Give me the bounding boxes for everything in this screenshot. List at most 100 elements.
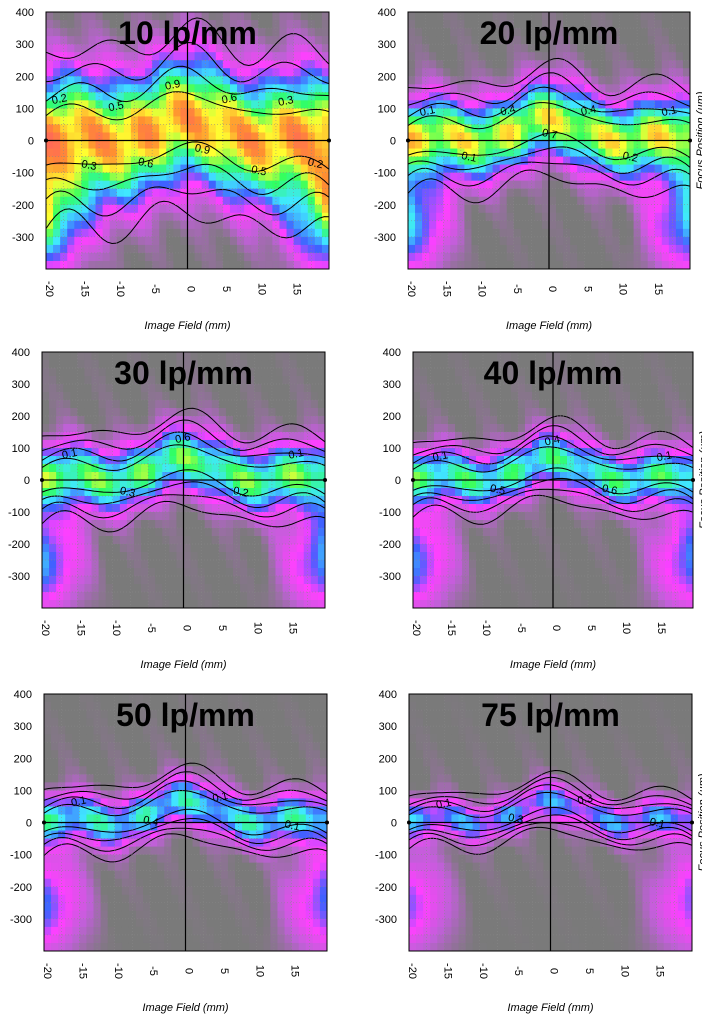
heatmap-cell bbox=[317, 408, 325, 417]
heatmap-cell bbox=[152, 204, 160, 214]
heatmap-cell bbox=[98, 352, 107, 361]
heatmap-cell bbox=[152, 36, 160, 45]
heatmap-cell bbox=[434, 584, 442, 593]
heatmap-cell bbox=[46, 244, 54, 254]
heatmap-cell bbox=[279, 132, 288, 142]
heatmap-cell bbox=[240, 592, 248, 601]
heatmap-cell bbox=[187, 236, 196, 246]
heatmap-cell bbox=[42, 352, 50, 361]
heatmap-cell bbox=[525, 368, 533, 377]
heatmap-cell bbox=[532, 528, 540, 537]
contour-label: 0.9 bbox=[194, 142, 211, 157]
heatmap-cell bbox=[469, 592, 477, 601]
heatmap-cell bbox=[148, 536, 156, 545]
heatmap-cell bbox=[81, 76, 90, 85]
heatmap-cell bbox=[609, 512, 617, 521]
heatmap-cell bbox=[619, 148, 628, 158]
heatmap-cell bbox=[497, 584, 505, 593]
heatmap-cell bbox=[244, 164, 252, 174]
heatmap-cell bbox=[251, 244, 259, 254]
heatmap-cell bbox=[112, 560, 121, 569]
heatmap-cell bbox=[119, 472, 128, 481]
heatmap-cell bbox=[244, 84, 252, 93]
heatmap-cell bbox=[49, 480, 57, 489]
heatmap-cell bbox=[123, 84, 132, 93]
heatmap-cell bbox=[229, 156, 238, 166]
heatmap-cell bbox=[598, 108, 606, 118]
heatmap-cell bbox=[464, 156, 473, 166]
heatmap-cell bbox=[532, 408, 540, 417]
heatmap-cell bbox=[450, 44, 458, 53]
heatmap-cell bbox=[98, 496, 107, 505]
heatmap-cell bbox=[183, 600, 192, 608]
heatmap-cell bbox=[513, 228, 522, 238]
heatmap-cell bbox=[511, 560, 519, 569]
heatmap-cell bbox=[450, 188, 458, 198]
heatmap-cell bbox=[478, 116, 487, 126]
heatmap-cell bbox=[261, 376, 269, 385]
heatmap-cell bbox=[490, 360, 498, 369]
heatmap-cell bbox=[485, 76, 494, 85]
heatmap-cell bbox=[282, 576, 291, 585]
heatmap-cell bbox=[208, 36, 217, 45]
heatmap-cell bbox=[520, 132, 529, 142]
heatmap-cell bbox=[567, 472, 575, 481]
heatmap-cell bbox=[499, 148, 508, 158]
heatmap-cell bbox=[598, 164, 606, 174]
heatmap-cell bbox=[434, 376, 442, 385]
heatmap-cell bbox=[546, 408, 554, 417]
heatmap-cell bbox=[130, 164, 139, 174]
heatmap-cell bbox=[570, 44, 578, 53]
heatmap-cell bbox=[553, 424, 561, 433]
heatmap-cell bbox=[504, 520, 512, 529]
heatmap-cell bbox=[272, 92, 281, 101]
heatmap-cell bbox=[208, 220, 217, 230]
heatmap-cell bbox=[469, 384, 477, 393]
heatmap-cell bbox=[563, 164, 571, 174]
heatmap-cell bbox=[42, 480, 50, 489]
heatmap-cell bbox=[588, 424, 596, 433]
heatmap-cell bbox=[469, 488, 477, 497]
contour-label: 0.6 bbox=[174, 431, 191, 446]
heatmap-cell bbox=[626, 20, 635, 29]
heatmap-cell bbox=[303, 472, 312, 481]
heatmap-cell bbox=[457, 36, 465, 45]
heatmap-cell bbox=[595, 384, 603, 393]
heatmap-cell bbox=[413, 600, 421, 608]
heatmap-cell bbox=[497, 528, 505, 537]
heatmap-cell bbox=[204, 584, 213, 593]
heatmap-cell bbox=[647, 68, 656, 77]
heatmap-cell bbox=[513, 60, 522, 69]
heatmap-cell bbox=[148, 416, 156, 425]
heatmap-cell bbox=[436, 28, 444, 37]
heatmap-cell bbox=[598, 68, 606, 77]
heatmap-cell bbox=[574, 352, 582, 361]
heatmap-cell bbox=[95, 148, 104, 158]
heatmap-cell bbox=[42, 360, 50, 369]
heatmap-cell bbox=[595, 432, 603, 441]
heatmap-cell bbox=[307, 52, 316, 61]
contour-label: 0.2 bbox=[621, 150, 638, 165]
heatmap-cell bbox=[293, 84, 302, 93]
heatmap-cell bbox=[211, 592, 220, 601]
y-tick-label: -300 bbox=[374, 232, 396, 244]
heatmap-cell bbox=[553, 576, 561, 585]
heatmap-cell bbox=[513, 84, 522, 93]
heatmap-cell bbox=[183, 528, 192, 537]
heatmap-cell bbox=[560, 480, 568, 489]
heatmap-cell bbox=[183, 488, 192, 497]
heatmap-cell bbox=[56, 560, 64, 569]
heatmap-cell bbox=[155, 440, 163, 449]
heatmap-cell bbox=[483, 440, 491, 449]
heatmap-cell bbox=[53, 220, 61, 230]
heatmap-cell bbox=[265, 236, 273, 246]
heatmap-cell bbox=[268, 424, 277, 433]
heatmap-cell bbox=[506, 220, 515, 230]
heatmap-cell bbox=[116, 84, 125, 93]
heatmap-cell bbox=[225, 568, 234, 577]
heatmap-cell bbox=[155, 592, 163, 601]
heatmap-cell bbox=[462, 584, 470, 593]
heatmap-cell bbox=[194, 252, 203, 262]
heatmap-cell bbox=[63, 560, 71, 569]
heatmap-cell bbox=[534, 140, 543, 150]
